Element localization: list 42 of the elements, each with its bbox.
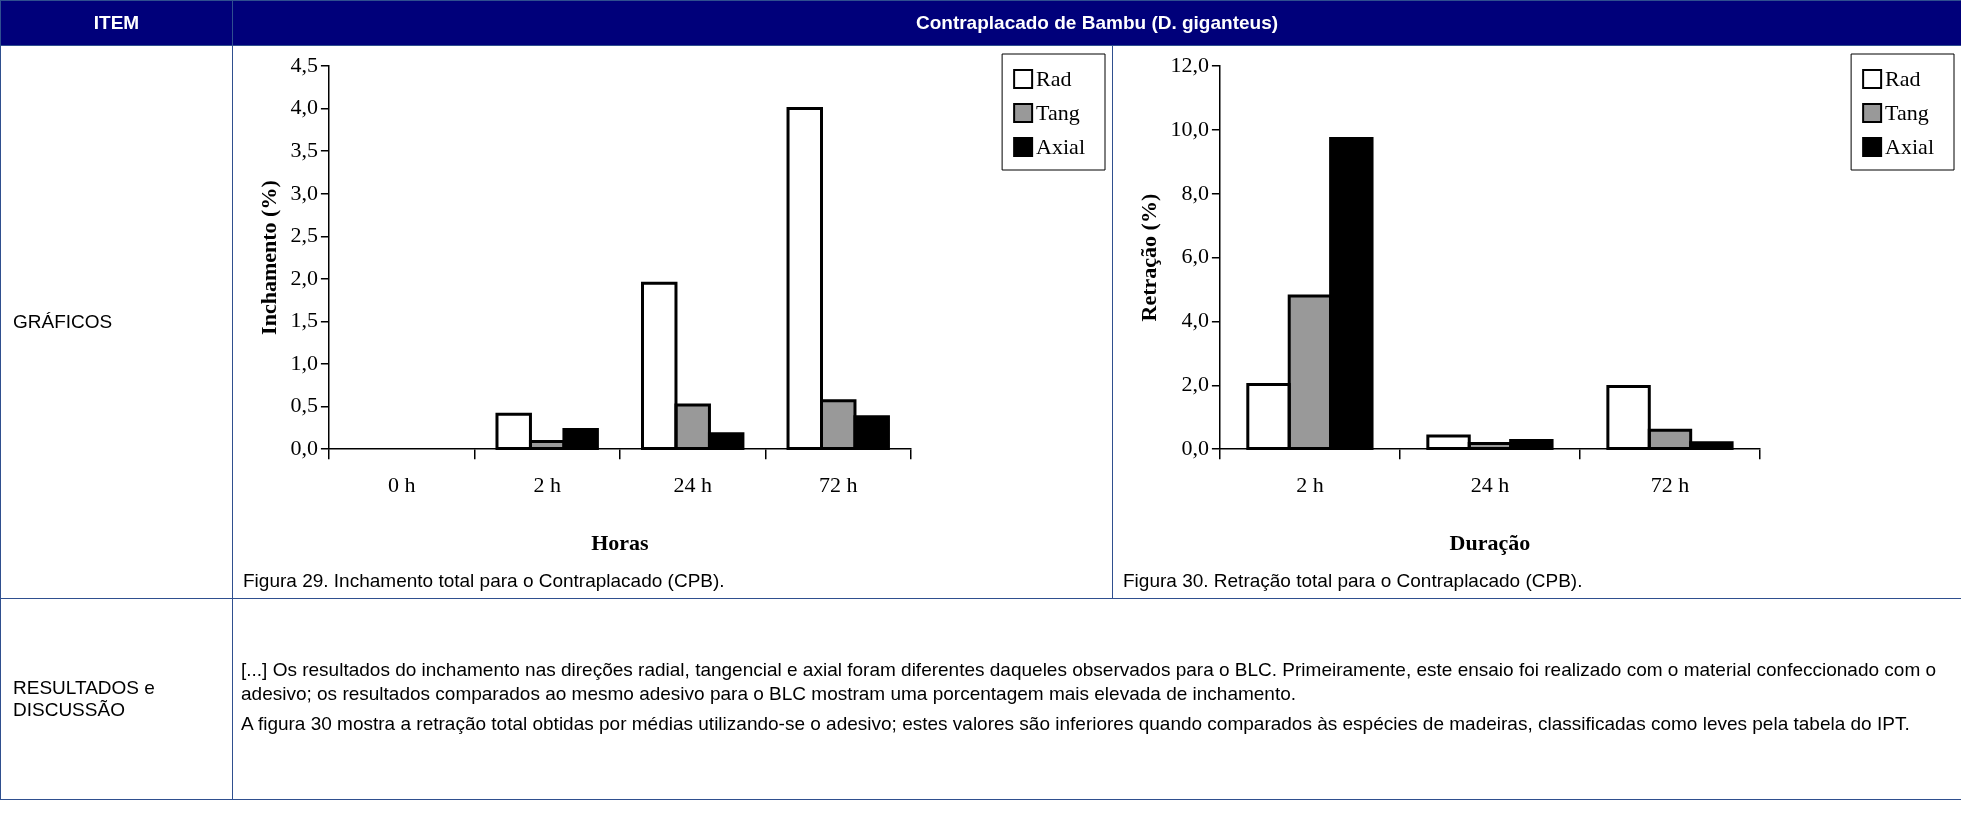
text: Figura 29. Inchamento total para o Contraplacado (CPB). xyxy=(242,569,726,593)
text: GRÁFICOS xyxy=(0,45,233,599)
x-tick-label: 72 h xyxy=(818,472,858,498)
x-tick-label: 72 h xyxy=(1650,472,1690,498)
y-tick-label: 3,5 xyxy=(290,136,318,162)
y-tick-label: 2,5 xyxy=(290,222,318,248)
legend-label: Tang xyxy=(1885,99,1929,125)
legend-label: Axial xyxy=(1885,133,1935,159)
legend-label: Tang xyxy=(1036,99,1080,125)
x-axis-title: Duração xyxy=(1449,530,1531,556)
x-tick-label: 2 h xyxy=(533,472,561,498)
legend-label: Rad xyxy=(1885,65,1921,91)
legend-label: Axial xyxy=(1036,133,1086,159)
y-tick-label: 10,0 xyxy=(1170,115,1209,141)
text: ITEM xyxy=(0,0,233,46)
y-tick-label: 0,0 xyxy=(290,434,318,460)
text: [...] Os resultados do inchamento nas direções radial, tangencial e axial foram diferentes daqueles observados para o BLC. Primeiramente, este ensaio foi realizado com o material confeccionado com o adesivo; os resultados comparados ao mesmo adesivo para o BLC mostram uma porcentagem mais elevada de inchamento. xyxy=(241,658,1938,706)
x-axis-title: Horas xyxy=(591,530,650,556)
y-axis-title: Retração (%) xyxy=(1135,193,1161,322)
y-tick-label: 4,0 xyxy=(290,94,318,120)
y-axis-title: Inchamento (%) xyxy=(255,180,281,335)
x-tick-label: 24 h xyxy=(673,472,712,498)
y-tick-label: 2,0 xyxy=(1181,371,1209,397)
y-tick-label: 2,0 xyxy=(290,264,318,290)
y-tick-label: 0,0 xyxy=(1181,434,1209,460)
x-tick-label: 2 h xyxy=(1296,472,1324,498)
y-tick-label: 6,0 xyxy=(1181,243,1209,269)
y-tick-label: 8,0 xyxy=(1181,179,1209,205)
y-tick-label: 1,0 xyxy=(290,349,318,375)
text: RESULTADOS e DISCUSSÃO xyxy=(0,598,233,800)
y-tick-label: 0,5 xyxy=(290,392,318,418)
y-tick-label: 4,0 xyxy=(1181,307,1209,333)
text: A figura 30 mostra a retração total obtidas por médias utilizando-se o adesivo; estes valores são inferiores quando comparados às espécies de madeiras, classificadas como leves pela tabela do IPT. xyxy=(241,711,1911,736)
legend-label: Rad xyxy=(1036,65,1072,91)
y-tick-label: 1,5 xyxy=(290,307,318,333)
x-tick-label: 0 h xyxy=(387,472,416,498)
text: Contraplacado de Bambu (D. giganteus) xyxy=(232,0,1961,46)
y-tick-label: 12,0 xyxy=(1170,51,1209,77)
text: Figura 30. Retração total para o Contraplacado (CPB). xyxy=(1122,569,1584,593)
y-tick-label: 4,5 xyxy=(290,51,318,77)
y-tick-label: 3,0 xyxy=(290,179,318,205)
x-tick-label: 24 h xyxy=(1470,472,1510,498)
